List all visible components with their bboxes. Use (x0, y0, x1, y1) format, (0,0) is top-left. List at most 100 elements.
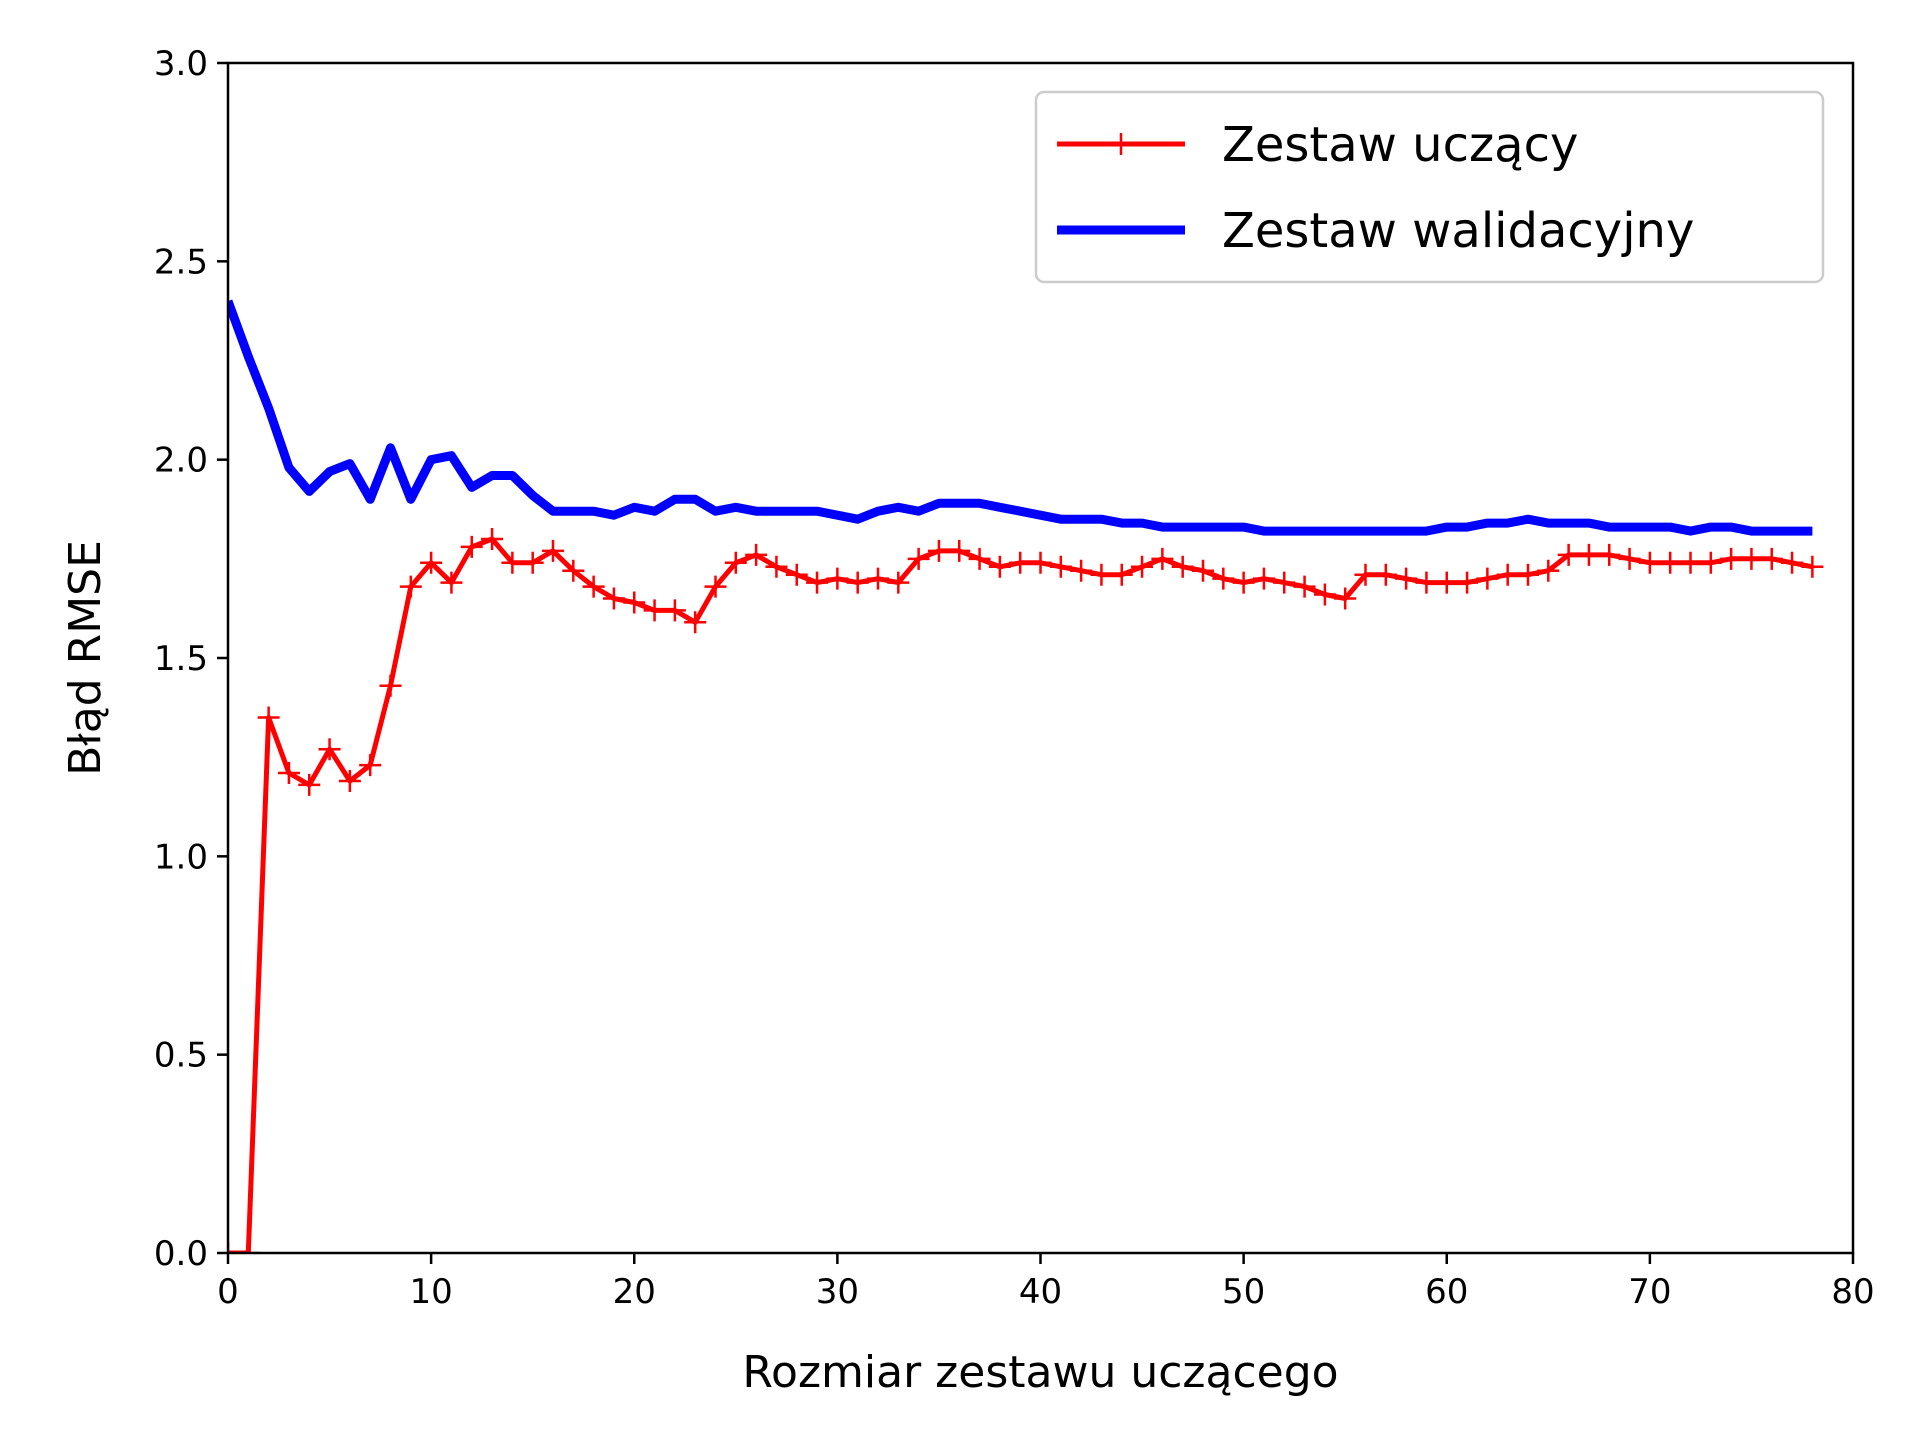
data-point-marker (1456, 571, 1479, 594)
legend: Zestaw uczący Zestaw walidacyjny (1034, 90, 1825, 284)
data-point-marker (1009, 551, 1032, 574)
data-point-marker (867, 567, 889, 590)
data-point-marker (1171, 555, 1194, 578)
data-point-marker (1496, 563, 1519, 586)
data-point-marker (298, 773, 321, 796)
data-point-marker (1192, 559, 1214, 582)
data-point-marker (1781, 551, 1804, 574)
data-point-marker (704, 575, 727, 598)
data-point-marker (1435, 571, 1458, 594)
x-axis: 0 10 20 30 40 50 60 70 80 (217, 1253, 1875, 1312)
y-tick-label: 2.0 (154, 441, 208, 481)
series-line (228, 299, 1813, 536)
data-point-marker (562, 559, 585, 582)
data-point-marker (887, 571, 910, 594)
plot-lines (228, 299, 1824, 1253)
data-point-marker (1293, 575, 1316, 598)
data-point-marker (318, 738, 341, 761)
data-point-marker (1029, 551, 1052, 574)
data-point-marker (1557, 543, 1580, 566)
x-tick-label: 10 (409, 1272, 452, 1312)
y-axis-title: Błąd RMSE (60, 540, 111, 776)
data-point-marker (460, 535, 483, 558)
data-point-marker (379, 674, 402, 697)
data-point-marker (277, 762, 300, 785)
data-point-marker (602, 587, 625, 610)
data-point-marker (948, 539, 971, 562)
legend-label: Zestaw walidacyjny (1222, 203, 1694, 259)
data-point-marker (1131, 555, 1154, 578)
data-point-marker (582, 575, 605, 598)
data-point-marker (1618, 547, 1641, 570)
data-point-marker (501, 551, 524, 574)
data-point-marker (1232, 571, 1255, 594)
x-tick-label: 20 (613, 1272, 656, 1312)
legend-box (1034, 90, 1825, 284)
data-point-marker (1638, 551, 1661, 574)
data-point-marker (1313, 583, 1336, 606)
y-tick-label: 1.0 (154, 837, 208, 877)
data-point-marker (1151, 547, 1174, 570)
data-point-marker (359, 754, 382, 777)
data-point-marker (542, 539, 564, 562)
data-point-marker (1577, 543, 1600, 566)
data-point-marker (684, 611, 707, 634)
y-tick-label: 0.0 (154, 1234, 208, 1274)
data-point-marker (1679, 551, 1702, 574)
data-point-marker (1212, 567, 1235, 590)
data-point-marker (1374, 563, 1397, 586)
data-point-marker (1354, 563, 1377, 586)
y-axis: 0.0 0.5 1.0 1.5 2.0 2.5 3.0 (154, 44, 228, 1274)
y-tick-label: 2.5 (154, 242, 208, 282)
data-point-marker (1090, 563, 1113, 586)
data-point-marker (1801, 555, 1824, 578)
x-tick-label: 70 (1628, 1272, 1671, 1312)
data-point-marker (663, 599, 686, 622)
x-tick-label: 40 (1019, 1272, 1062, 1312)
data-point-marker (481, 528, 504, 550)
x-tick-label: 30 (816, 1272, 859, 1312)
data-point-marker (765, 555, 788, 578)
data-point-marker (806, 571, 829, 594)
y-tick-label: 0.5 (154, 1036, 208, 1076)
data-point-marker (826, 567, 849, 590)
data-point-marker (745, 543, 768, 566)
data-point-marker (1415, 571, 1438, 594)
data-point-marker (1070, 559, 1093, 582)
data-point-marker (1699, 551, 1722, 574)
data-point-marker (1598, 543, 1621, 566)
data-point-marker (1334, 587, 1357, 610)
data-point-marker (1537, 559, 1560, 582)
data-point-marker (968, 547, 991, 570)
y-tick-label: 1.5 (154, 639, 208, 679)
data-point-marker (988, 555, 1011, 578)
data-point-marker (1110, 563, 1133, 586)
data-point-marker (846, 571, 869, 594)
data-point-marker (1395, 567, 1418, 590)
data-point-marker (338, 769, 361, 792)
data-point-marker (1760, 547, 1783, 570)
data-point-marker (1049, 555, 1072, 578)
data-point-marker (1252, 567, 1275, 590)
data-point-marker (907, 547, 930, 570)
data-point-marker (521, 551, 544, 574)
data-point-marker (1517, 563, 1539, 586)
y-tick-label: 3.0 (154, 44, 208, 84)
data-point-marker (257, 706, 280, 729)
data-point-marker (420, 551, 443, 574)
data-point-marker (1720, 547, 1743, 570)
data-point-marker (1659, 551, 1682, 574)
data-point-marker (1273, 571, 1296, 594)
data-point-marker (1740, 547, 1763, 570)
data-point-marker (440, 571, 463, 594)
data-point-marker (623, 591, 646, 614)
data-point-marker (643, 599, 666, 622)
x-tick-label: 80 (1831, 1272, 1874, 1312)
x-tick-label: 0 (217, 1272, 239, 1312)
series-1 (228, 299, 1813, 536)
legend-label: Zestaw uczący (1222, 117, 1578, 173)
x-tick-label: 60 (1425, 1272, 1468, 1312)
data-point-marker (1476, 567, 1499, 590)
data-point-marker (785, 563, 808, 586)
